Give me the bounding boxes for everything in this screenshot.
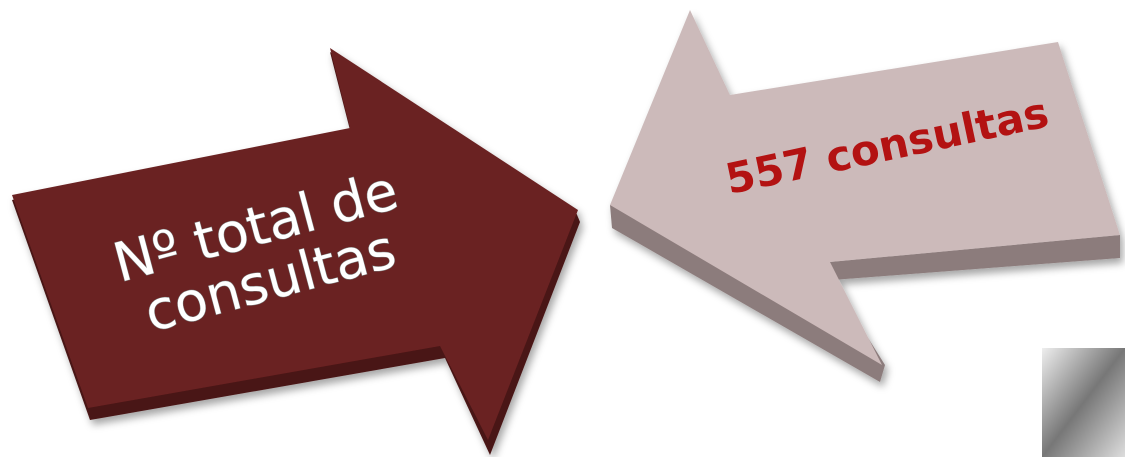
- arrow-face: [12, 48, 578, 440]
- photo: [1042, 348, 1125, 457]
- arrow-left: [610, 10, 1120, 382]
- arrow-right: [12, 48, 580, 455]
- arrow-face: [610, 10, 1120, 365]
